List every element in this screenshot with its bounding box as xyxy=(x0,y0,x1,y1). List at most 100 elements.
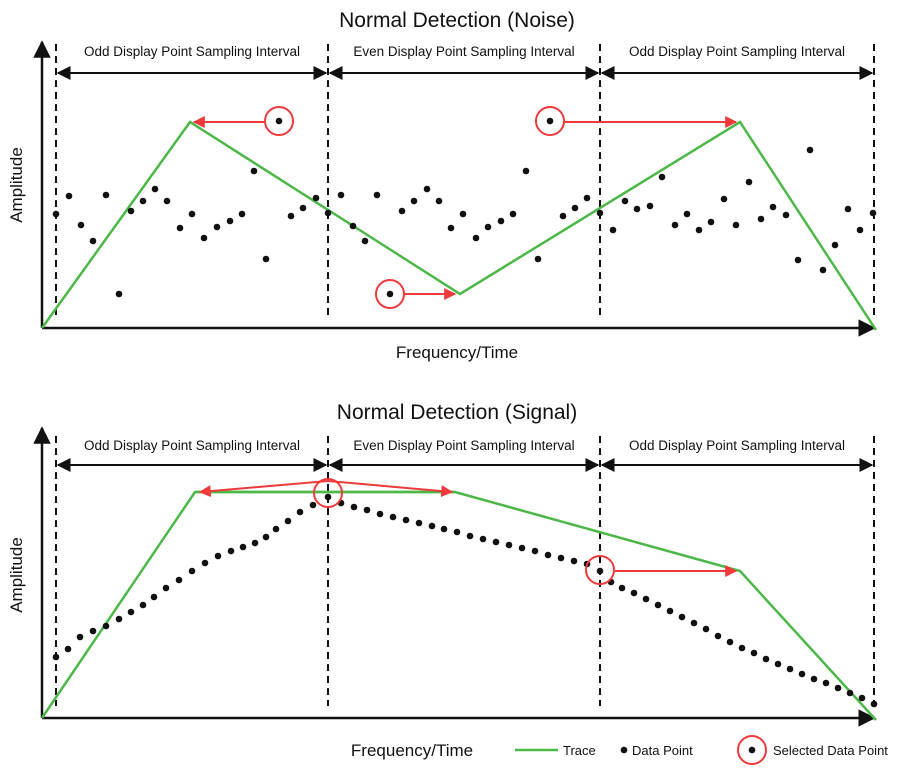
data-point xyxy=(702,625,710,633)
data-point xyxy=(695,226,703,234)
noise-interval-label-1: Odd Display Point Sampling Interval xyxy=(84,44,300,59)
data-point xyxy=(89,237,97,245)
data-point xyxy=(544,551,552,559)
noise-selected-marker-1 xyxy=(264,106,294,136)
data-point xyxy=(583,194,591,202)
data-point xyxy=(453,528,461,536)
data-point xyxy=(479,535,487,543)
data-point xyxy=(596,209,604,217)
data-point xyxy=(227,547,235,555)
noise-panel: Normal Detection (Noise) Amplitude Frequ… xyxy=(7,9,878,362)
data-point xyxy=(522,167,530,175)
data-point xyxy=(262,255,270,263)
data-point xyxy=(386,290,394,298)
data-point xyxy=(726,638,734,646)
data-point xyxy=(127,608,135,616)
data-point xyxy=(546,117,554,125)
data-point xyxy=(272,525,280,533)
data-point xyxy=(64,645,72,653)
data-point xyxy=(858,694,866,702)
signal-interval-label-1: Odd Display Point Sampling Interval xyxy=(84,438,300,453)
data-point xyxy=(658,173,666,181)
signal-select-arrow-left xyxy=(198,480,329,498)
data-point xyxy=(102,622,110,630)
data-point xyxy=(714,632,722,640)
signal-trace xyxy=(40,490,877,721)
data-point xyxy=(324,493,332,501)
data-point xyxy=(188,567,196,575)
data-point xyxy=(176,224,184,232)
data-point xyxy=(423,185,431,193)
data-point xyxy=(115,615,123,623)
data-point xyxy=(102,191,110,199)
signal-selected-marker-2 xyxy=(585,555,615,585)
data-point xyxy=(690,619,698,627)
data-point xyxy=(239,543,247,551)
noise-trace xyxy=(40,120,878,331)
data-point xyxy=(309,501,317,509)
data-point xyxy=(65,192,73,200)
data-point xyxy=(428,522,436,530)
data-point xyxy=(794,256,802,264)
noise-selected-marker-2 xyxy=(375,279,405,309)
data-point xyxy=(312,194,320,202)
data-point xyxy=(361,237,369,245)
data-point xyxy=(472,234,480,242)
data-point xyxy=(757,215,765,223)
data-point xyxy=(226,217,234,225)
data-point xyxy=(762,655,770,663)
data-point xyxy=(707,218,715,226)
data-point xyxy=(769,203,777,211)
data-point xyxy=(846,689,854,697)
data-point xyxy=(870,700,878,708)
data-point xyxy=(654,601,662,609)
data-point xyxy=(642,595,650,603)
signal-interval-label-3: Odd Display Point Sampling Interval xyxy=(629,438,845,453)
data-point xyxy=(786,665,794,673)
data-point xyxy=(557,554,565,562)
noise-data-points xyxy=(52,117,877,298)
data-point xyxy=(299,204,307,212)
data-point xyxy=(618,584,626,592)
data-point xyxy=(492,538,500,546)
data-point xyxy=(363,506,371,514)
data-point xyxy=(284,517,292,525)
data-point xyxy=(398,207,406,215)
legend-selected-label: Selected Data Point xyxy=(773,743,888,758)
data-point xyxy=(77,221,85,229)
signal-panel-title: Normal Detection (Signal) xyxy=(337,401,577,424)
data-point xyxy=(782,211,790,219)
data-point xyxy=(750,649,758,657)
data-point xyxy=(139,601,147,609)
data-point xyxy=(435,197,443,205)
signal-interval-label-2: Even Display Point Sampling Interval xyxy=(353,438,574,453)
data-point xyxy=(76,633,84,641)
data-point xyxy=(531,547,539,555)
data-point xyxy=(350,503,358,511)
data-point xyxy=(213,223,221,231)
noise-x-axis-label: Frequency/Time xyxy=(396,343,518,362)
data-point xyxy=(720,195,728,203)
data-point xyxy=(630,589,638,597)
data-point xyxy=(287,212,295,220)
data-point xyxy=(151,185,159,193)
signal-select-arrow-right xyxy=(327,480,454,498)
data-point xyxy=(201,559,209,567)
signal-panel: Normal Detection (Signal) Amplitude Freq… xyxy=(7,401,878,760)
data-point xyxy=(447,224,455,232)
legend-data-point-label: Data Point xyxy=(632,743,693,758)
data-point xyxy=(678,613,686,621)
data-point xyxy=(505,541,513,549)
data-point xyxy=(337,191,345,199)
data-point xyxy=(466,532,474,540)
legend-selected-dot xyxy=(748,746,756,754)
data-point xyxy=(250,167,258,175)
data-point xyxy=(389,513,397,521)
data-point xyxy=(518,544,526,552)
legend-trace-label: Trace xyxy=(563,743,596,758)
data-point xyxy=(831,241,839,249)
data-point xyxy=(115,290,123,298)
data-point xyxy=(52,653,60,661)
noise-panel-title: Normal Detection (Noise) xyxy=(339,9,575,32)
